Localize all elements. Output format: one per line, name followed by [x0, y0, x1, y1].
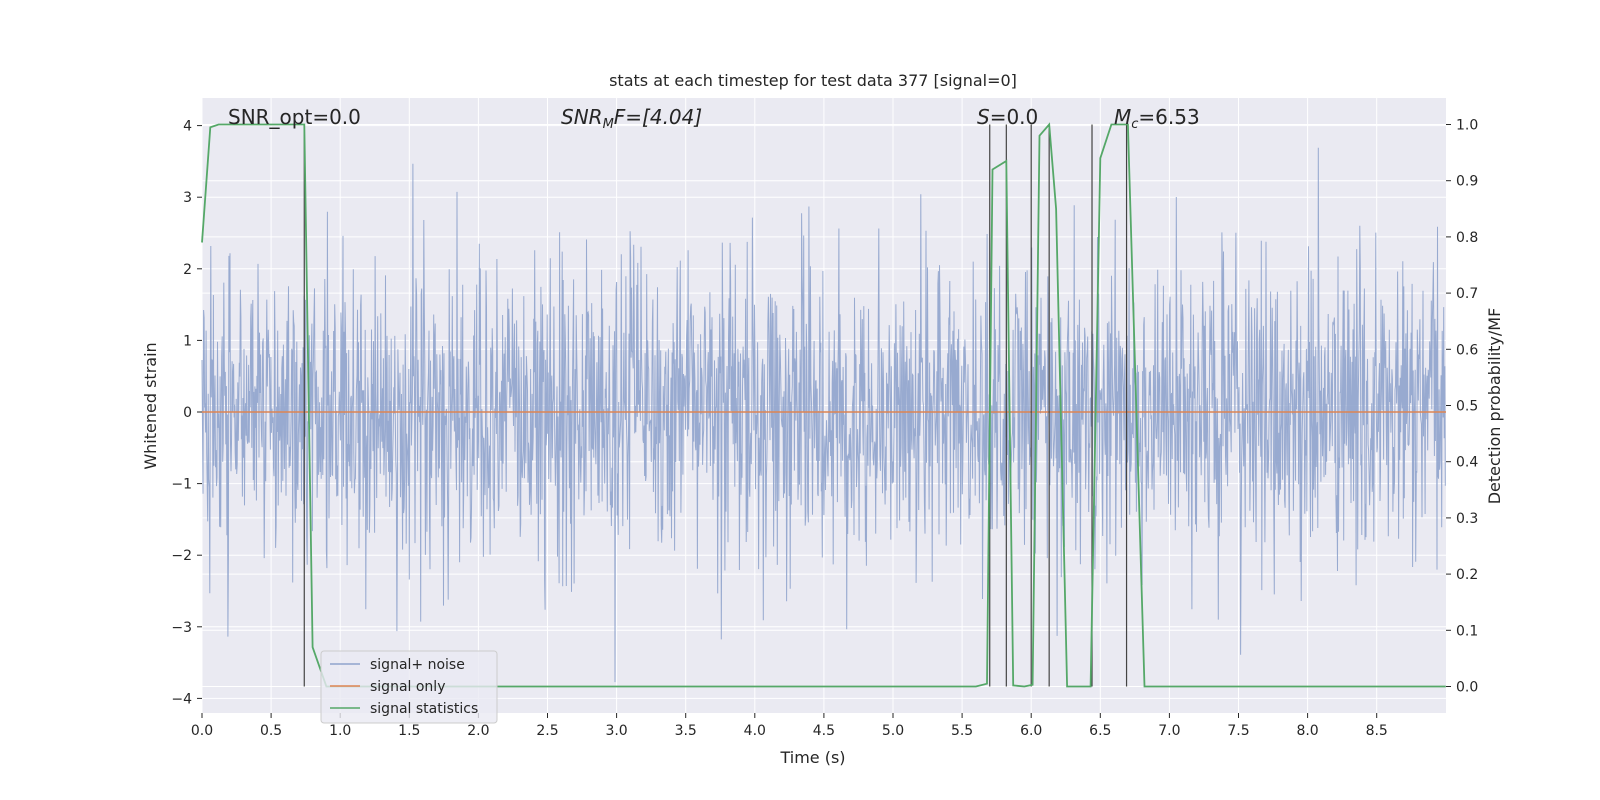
right-tick-label: 0.2	[1456, 567, 1478, 583]
x-axis-label: Time (s)	[779, 748, 845, 767]
legend-label-signal-statistics: signal statistics	[370, 701, 478, 717]
x-tick-label: 5.5	[951, 723, 973, 739]
x-tick-label: 1.0	[329, 723, 351, 739]
legend-box	[320, 650, 498, 724]
x-tick-label: 1.5	[398, 723, 420, 739]
left-tick-label: 3	[183, 190, 192, 206]
left-tick-label: 1	[183, 333, 192, 349]
x-tick-label: 6.5	[1089, 723, 1111, 739]
right-tick-label: 0.9	[1456, 174, 1478, 190]
x-tick-label: 8.5	[1366, 723, 1388, 739]
x-tick-label: 4.0	[744, 723, 766, 739]
right-tick-label: 0.1	[1456, 623, 1478, 639]
x-tick-label: 0.0	[191, 723, 213, 739]
right-tick-label: 0.6	[1456, 342, 1478, 358]
series-signal-noise	[201, 147, 1446, 683]
left-tick-label: −2	[171, 548, 192, 564]
mc-annotation: Mc=6.53	[1114, 105, 1200, 132]
legend-label-signal-noise: signal+ noise	[370, 657, 465, 673]
left-tick-label: −4	[171, 691, 192, 707]
right-tick-label: 0.4	[1456, 455, 1478, 471]
x-tick-label: 2.5	[536, 723, 558, 739]
x-tick-label: 8.0	[1296, 723, 1318, 739]
x-tick-label: 3.0	[605, 723, 627, 739]
right-tick-label: 0.3	[1456, 511, 1478, 527]
left-tick-label: 4	[183, 119, 192, 135]
x-tick-label: 2.0	[467, 723, 489, 739]
left-tick-label: −3	[171, 620, 192, 636]
x-tick-label: 6.0	[1020, 723, 1042, 739]
right-tick-label: 0.0	[1456, 680, 1478, 696]
right-axis-ticks: 1.0 0.9 0.8 0.7 0.6 0.5 0.4 0.3 0.2 0.1 0.0	[1446, 118, 1478, 696]
right-y-axis-label: Detection probability/MF	[1485, 308, 1504, 505]
series-signal-statistics	[201, 122, 1446, 688]
x-tick-label: 0.5	[260, 723, 282, 739]
right-tick-label: 1.0	[1456, 118, 1478, 134]
legend: signal+ noise signal only signal statist…	[320, 650, 498, 724]
x-tick-label: 3.5	[675, 723, 697, 739]
left-tick-label: −1	[171, 477, 192, 493]
right-tick-label: 0.7	[1456, 286, 1478, 302]
left-tick-label: 0	[183, 405, 192, 421]
s-annotation: S=0.0	[977, 105, 1038, 129]
left-tick-label: 2	[183, 262, 192, 278]
right-tick-label: 0.8	[1456, 230, 1478, 246]
left-y-axis-label: Whitened strain	[141, 342, 160, 469]
x-tick-label: 5.0	[882, 723, 904, 739]
legend-label-signal-only: signal only	[370, 679, 445, 695]
x-tick-label: 7.0	[1158, 723, 1180, 739]
snr-mf-annotation: SNRMF=[4.04]	[561, 105, 702, 132]
noise-trace	[201, 147, 1446, 683]
x-axis-ticks: 0.0 0.5 1.0 1.5 2.0 2.5 3.0 3.5 4.0 4.5 5.0 5.5 6.0 6…	[191, 713, 1388, 739]
chart-title: stats at each timestep for test data 377…	[609, 71, 1017, 90]
grid	[201, 98, 1446, 713]
x-tick-label: 7.5	[1227, 723, 1249, 739]
left-axis-ticks: 4 3 2 1 0 −1 −2 −3 −4	[171, 119, 202, 707]
x-tick-label: 4.5	[813, 723, 835, 739]
snr-opt-annotation: SNR_opt=0.0	[228, 105, 361, 129]
right-tick-label: 0.5	[1456, 399, 1478, 415]
